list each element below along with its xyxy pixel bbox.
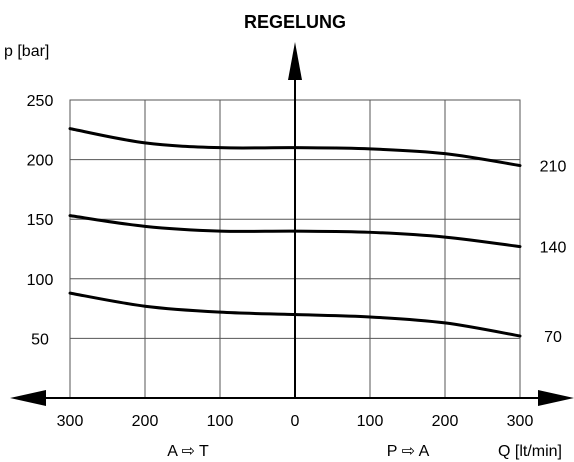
x-tick-label: 200: [132, 413, 159, 430]
y-tick-label: 250: [27, 93, 54, 110]
y-tick-label: 50: [31, 331, 49, 348]
tick-labels: 300 200 100 0 100 200 300 50 100 150 200 250: [27, 93, 534, 430]
x-axis-right-arrow: [538, 390, 574, 406]
series-label-70: 70: [544, 329, 562, 346]
x-axis-left-arrow: [10, 390, 46, 406]
chart-title: REGELUNG: [244, 12, 346, 32]
y-axis-up-arrow: [288, 42, 302, 80]
y-axis-label: p [bar]: [4, 43, 49, 60]
curves: [68, 127, 522, 338]
series-line-70: [68, 291, 522, 338]
series-line-210: [68, 127, 522, 168]
x-tick-label: 300: [57, 413, 84, 430]
y-tick-label: 200: [27, 153, 54, 170]
axes: [10, 42, 574, 406]
x-tick-label: 200: [432, 413, 459, 430]
direction-right-label: P ⇨ A: [387, 443, 430, 460]
y-tick-label: 100: [27, 272, 54, 289]
series-labels: 210 140 70: [540, 159, 567, 346]
x-tick-label: 100: [207, 413, 234, 430]
x-axis-label: Q [lt/min]: [498, 443, 562, 460]
x-tick-label: 0: [291, 413, 300, 430]
series-label-140: 140: [540, 240, 567, 257]
x-tick-label: 100: [357, 413, 384, 430]
x-tick-label: 300: [507, 413, 534, 430]
series-label-210: 210: [540, 159, 567, 176]
series-line-140: [68, 214, 522, 249]
y-tick-label: 150: [27, 212, 54, 229]
direction-left-label: A ⇨ T: [167, 443, 209, 460]
